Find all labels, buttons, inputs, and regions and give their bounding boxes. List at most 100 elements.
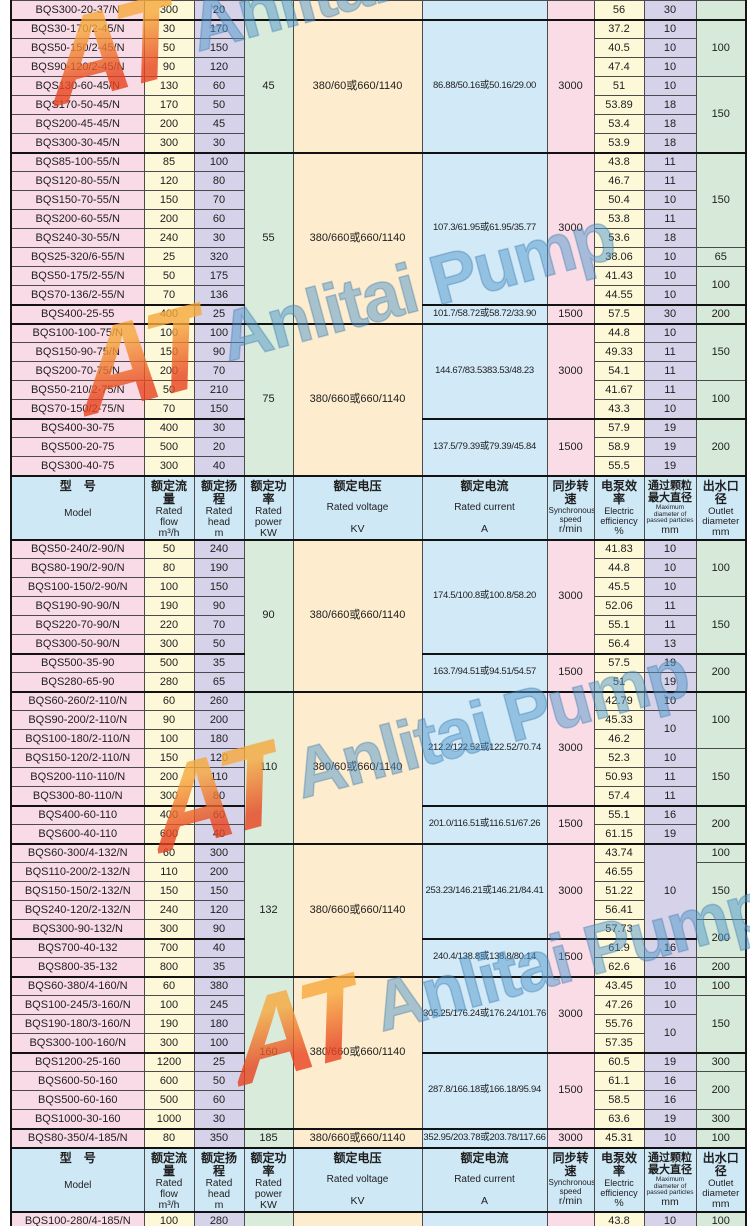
table-row: BQS300-100-160/N 300 100 57.35: [10, 1033, 746, 1053]
header-part-cn: 通过颗粒最大直径: [648, 1151, 692, 1177]
cell-eff: 43.8: [593, 1210, 645, 1226]
cell-power: 55: [243, 151, 294, 324]
cell-eff: 41.67: [593, 380, 645, 400]
cell-part: 19: [643, 824, 697, 844]
table-header-row: 型 号 Model 额定流量 Rated flow m³/h 额定扬程 Rated head…: [10, 474, 747, 540]
table-row: BQS200-110-110/N 200 110 50.93 11: [10, 767, 746, 787]
cell-head: 110: [193, 767, 245, 787]
cell-head: 190: [193, 558, 245, 578]
cell-outlet: 100: [695, 1127, 747, 1148]
cell-model: BQS100-280/4-185/N: [10, 1210, 145, 1226]
cell-voltage: [292, 1210, 423, 1226]
cell-eff: 58.9: [593, 437, 645, 457]
cell-flow: 150: [143, 190, 195, 210]
table-row: BQS25-320/6-55/N 25 320 38.06 10 65: [10, 247, 747, 267]
cell-voltage: 380/60或660/1140: [292, 690, 423, 844]
cell-eff: 53.89: [593, 95, 645, 115]
cell-flow: 100: [143, 1210, 195, 1226]
table-row: BQS300-90-132/N 300 90 57.73 200: [10, 919, 747, 958]
cell-flow: 50: [143, 380, 195, 400]
cell-speed: 3000: [546, 18, 595, 153]
cell-eff: 53.9: [593, 133, 645, 153]
cell-outlet: 150: [695, 995, 747, 1053]
cell-eff: 57.9: [593, 417, 645, 438]
cell-head: 300: [193, 842, 245, 863]
table-row: BQS400-25-55 400 25 101.7/58.72或58.72/33.90…: [10, 303, 747, 324]
header-power-cn: 额定功率: [250, 1150, 287, 1179]
cell-model: BQS200-70-75/N: [10, 361, 145, 381]
table-row: BQS130-60-45/N 130 60 51 10 150: [10, 76, 747, 153]
cell-model: BQS50-175/2-55/N: [10, 266, 145, 286]
cell-eff: 57.5: [593, 303, 645, 324]
cell-head: 90: [193, 342, 245, 362]
cell-voltage: 380/660或660/1140: [292, 322, 423, 476]
cell-speed: [546, 1210, 595, 1226]
cell-model: BQS130-60-45/N: [10, 76, 145, 96]
cell-model: BQS190-180/3-160/N: [10, 1014, 145, 1034]
cell-flow: 300: [143, 919, 195, 939]
cell-model: BQS400-25-55: [10, 303, 145, 324]
cell-head: 45: [193, 114, 245, 134]
cell-model: BQS300-30-45/N: [10, 133, 145, 153]
cell-eff: 43.74: [593, 842, 645, 863]
cell-part: 19: [643, 1051, 697, 1072]
cell-model: BQS1000-30-160: [10, 1109, 145, 1129]
cell-part: 10: [643, 76, 697, 96]
cell-part: 10: [643, 266, 697, 286]
header-head-unit: m: [214, 1199, 224, 1212]
header-speed-en: Synchronous speed: [548, 1178, 594, 1196]
cell-flow: 25: [143, 247, 195, 267]
cell-part: 19: [643, 1109, 697, 1129]
cell-model: BQS70-150/2-75/N: [10, 399, 145, 419]
cell-voltage: 380/660或660/1140: [292, 151, 423, 324]
header-eff-en: Electric efficiency: [600, 506, 638, 526]
header-voltage: 额定电压 Rated voltage KV: [292, 1146, 423, 1212]
cell-flow: 70: [143, 399, 195, 419]
cell-eff: 43.45: [593, 975, 645, 996]
cell-flow: 200: [143, 361, 195, 381]
cell-eff: 60.5: [593, 1051, 645, 1072]
cell-part: 11: [643, 342, 697, 362]
cell-outlet: 200: [695, 652, 747, 692]
cell-flow: 190: [143, 1014, 195, 1034]
cell-head: 210: [193, 380, 245, 400]
table-row: BQS500-60-160 500 60 58.5 16: [10, 1090, 746, 1110]
cell-head: 40: [193, 824, 245, 844]
cell-model: BQS280-65-90: [10, 672, 145, 692]
header-speed-unit: r/min: [558, 1194, 583, 1207]
cell-head: 175: [193, 266, 245, 286]
cell-speed: 3000: [546, 1127, 595, 1148]
cell-flow: 200: [143, 114, 195, 134]
cell-part: 19: [643, 672, 697, 692]
cell-head: 150: [193, 38, 245, 58]
header-model-en: Model: [64, 1180, 92, 1192]
cell-eff: 57.5: [593, 652, 645, 673]
cell-flow: 150: [143, 342, 195, 362]
header-eff: 电泵效率 Electric efficiency%: [593, 1146, 645, 1212]
table-row: BQS240-120/2-132/N 240 120 56.41: [10, 900, 746, 920]
table-row: BQS100-100-75/N 100 100 75 380/660或660/1140 1…: [10, 322, 747, 476]
cell-head: 150: [193, 881, 245, 901]
cell-voltage: 380/60或660/1140: [292, 18, 423, 153]
cell-outlet: 150: [695, 748, 747, 806]
cell-outlet: 200: [695, 957, 747, 977]
cell-model: BQS100-180/2-110/N: [10, 729, 145, 749]
header-power: 额定功率 Rated power KW: [243, 1146, 294, 1212]
table-row: BQS150-90-75/N 150 90 49.33 11: [10, 342, 746, 362]
cell-current: 137.5/79.39或79.39/45.84: [421, 417, 548, 476]
cell-head: 50: [193, 1071, 245, 1091]
cell-flow: 60: [143, 690, 195, 711]
cell-head: 60: [193, 76, 245, 96]
cell-model: BQS100-245/3-160/N: [10, 995, 145, 1015]
cell-flow: 30: [143, 18, 195, 39]
table-row: BQS150-70-55/N 150 70 50.4 10: [10, 190, 746, 210]
cell-model: BQS500-20-75: [10, 437, 145, 457]
cell-model: BQS50-150/2-45/N: [10, 38, 145, 58]
table-row: BQS150-120/2-110/N 150 120 52.3 10 150: [10, 748, 747, 806]
header-head: 额定扬程 Rated head m: [193, 474, 245, 540]
cell-model: BQS300-40-75: [10, 456, 145, 476]
cell-head: 100: [193, 151, 245, 172]
cell-flow: 1000: [143, 1109, 195, 1129]
cell-current: [421, 1210, 548, 1226]
